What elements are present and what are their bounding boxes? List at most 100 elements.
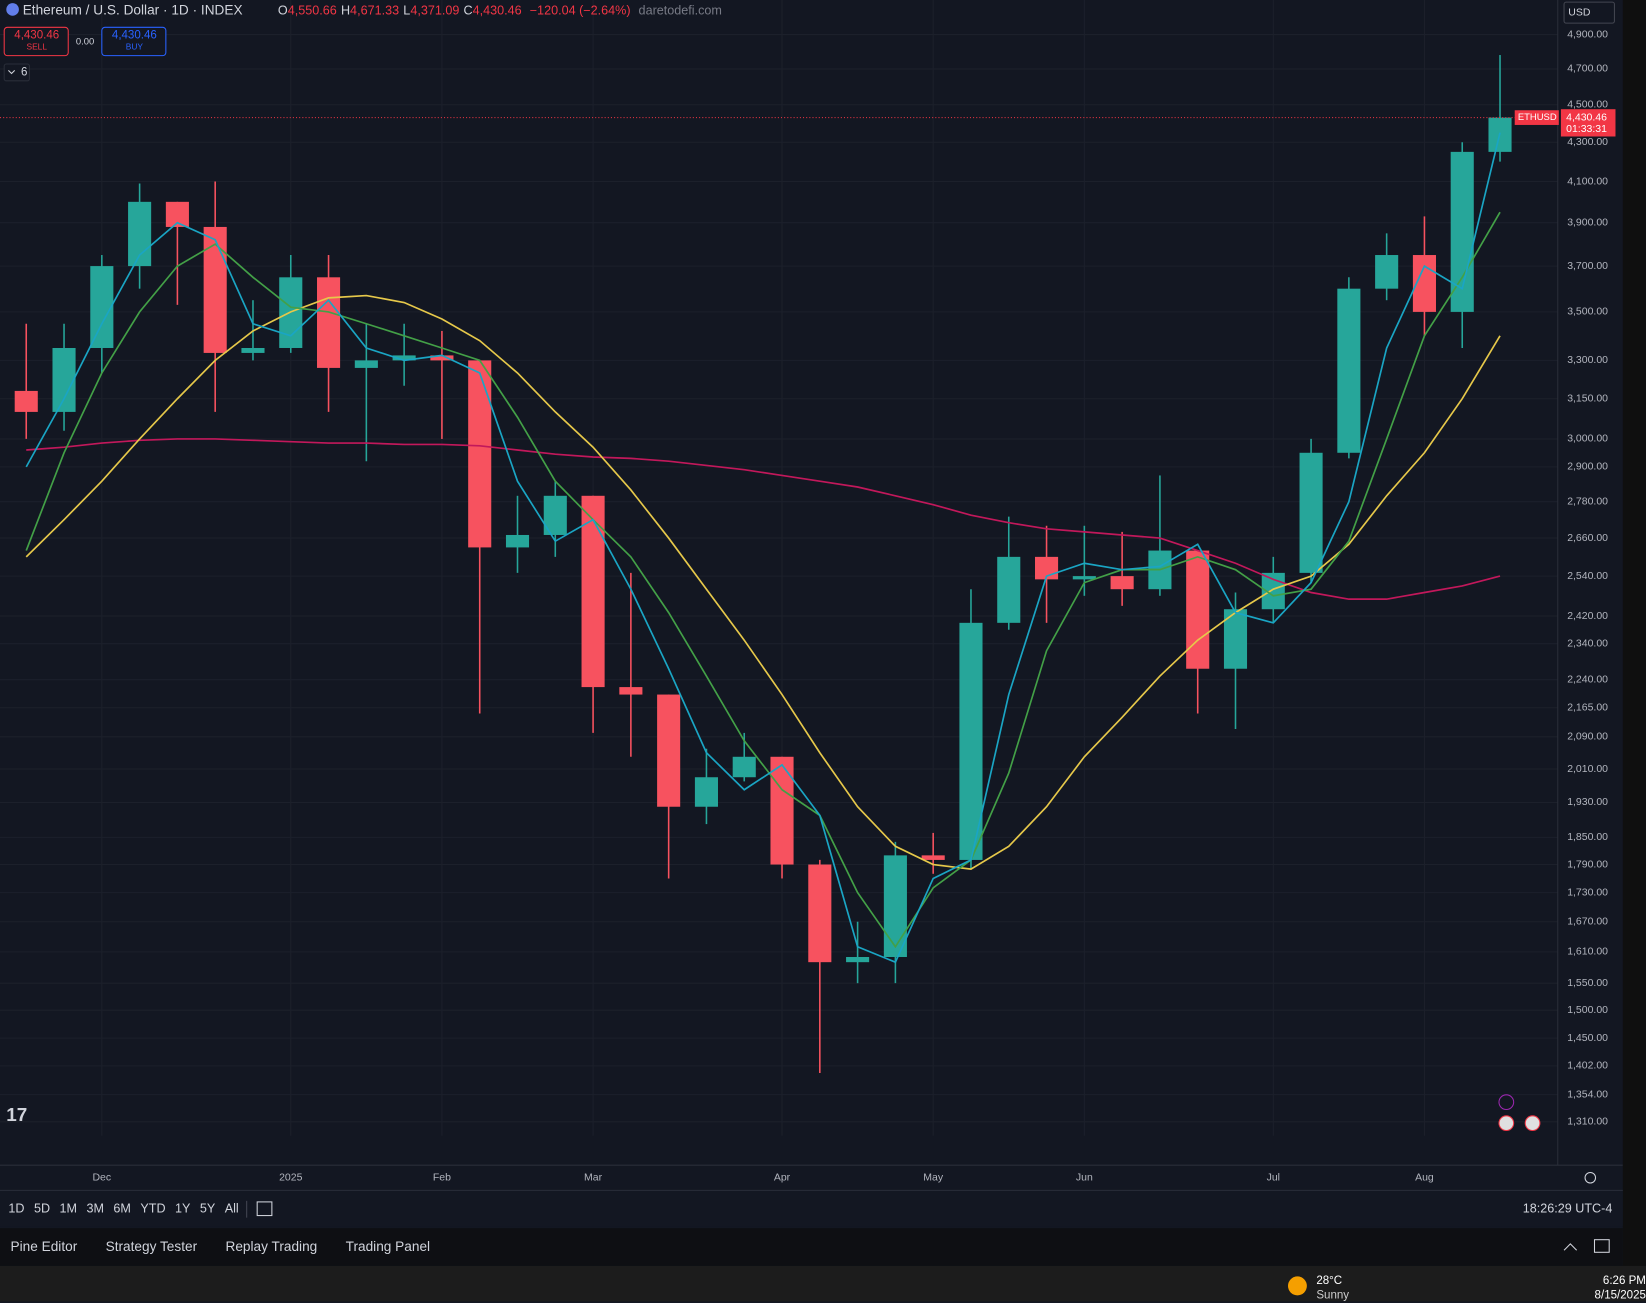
y-tick-label: 4,100.00 xyxy=(1567,176,1608,187)
symbol-tag-bg xyxy=(1514,110,1559,125)
tv-logo: 17 xyxy=(6,1105,27,1126)
indicator-toggle[interactable] xyxy=(3,63,30,82)
time: 6:26 PM xyxy=(1602,1274,1646,1287)
buy-button[interactable] xyxy=(101,26,167,57)
x-tick-label: Jun xyxy=(1076,1173,1093,1184)
settings-icon[interactable] xyxy=(1584,1171,1597,1184)
x-tick-label: Feb xyxy=(433,1173,451,1184)
moving-average xyxy=(25,211,1501,949)
range-button[interactable]: YTD xyxy=(140,1200,166,1216)
moving-average xyxy=(25,294,1501,871)
ohlc-value: 4,371.09 xyxy=(410,3,460,18)
range-button[interactable]: 6M xyxy=(113,1200,131,1216)
x-tick-label: 2025 xyxy=(279,1173,302,1184)
candle-body xyxy=(732,756,756,778)
candle-body xyxy=(90,266,114,348)
sell-button[interactable] xyxy=(3,26,69,57)
currency-button[interactable] xyxy=(1563,1,1615,24)
y-tick-label: 3,900.00 xyxy=(1567,217,1608,228)
x-tick-label: Dec xyxy=(92,1173,111,1184)
sell-label[interactable]: SELL xyxy=(26,41,47,51)
panel-tab[interactable]: Pine Editor xyxy=(10,1238,78,1255)
clock: 18:26:29 UTC-4 xyxy=(1522,1200,1613,1216)
symbol-title[interactable]: Ethereum / U.S. Dollar · 1D · INDEX xyxy=(22,2,243,18)
x-tick-label: Apr xyxy=(774,1173,791,1184)
candle-body xyxy=(921,855,945,860)
source: daretodefi.com xyxy=(638,3,722,18)
candle-body xyxy=(1186,550,1210,669)
y-tick-label: 1,550.00 xyxy=(1567,978,1608,989)
currency[interactable]: USD xyxy=(1568,7,1591,18)
ohlc-value: 4,550.66 xyxy=(287,3,337,18)
candle-body xyxy=(203,226,227,353)
range-bar xyxy=(0,1190,1623,1227)
candle-body xyxy=(657,694,681,807)
indicator-count[interactable]: 6 xyxy=(21,66,27,78)
y-tick-label: 1,610.00 xyxy=(1567,947,1608,958)
candle-body xyxy=(505,534,530,548)
y-tick-label: 2,240.00 xyxy=(1567,674,1608,685)
range-button[interactable]: 1M xyxy=(59,1200,78,1216)
panel-tab[interactable]: Replay Trading xyxy=(225,1238,318,1255)
candle-body xyxy=(165,201,189,227)
spread: 0.00 xyxy=(76,36,94,47)
buy-price[interactable]: 4,430.46 xyxy=(112,30,157,42)
candle-body xyxy=(1223,609,1248,669)
weather-icon xyxy=(1287,1276,1307,1296)
event-icon[interactable] xyxy=(1498,1094,1515,1111)
ohlc-value: 4,430.46 xyxy=(472,3,522,18)
y-tick-label: 1,450.00 xyxy=(1567,1033,1608,1044)
candle-body xyxy=(430,355,454,361)
range-button[interactable]: 5Y xyxy=(199,1200,216,1216)
range-button[interactable]: 5D xyxy=(33,1200,51,1216)
panel-tab[interactable]: Strategy Tester xyxy=(105,1238,198,1255)
candle-body xyxy=(1450,151,1474,312)
candle-body xyxy=(1299,452,1323,573)
y-tick-label: 4,300.00 xyxy=(1567,137,1608,148)
right-toolbar[interactable] xyxy=(1622,0,1646,1266)
panel-tab[interactable]: Trading Panel xyxy=(345,1238,431,1255)
moving-average xyxy=(26,438,1501,600)
sell-price[interactable]: 4,430.46 xyxy=(14,30,59,42)
range-buttons: 1D 5D 1M 3M 6M YTD 1Y 5Y All xyxy=(8,1201,238,1216)
y-tick-label: 1,670.00 xyxy=(1567,916,1608,927)
ohlc-key: O xyxy=(277,3,288,18)
event-icon[interactable] xyxy=(1524,1115,1541,1132)
range-button[interactable]: All xyxy=(224,1200,239,1216)
y-tick-label: 3,300.00 xyxy=(1567,355,1608,366)
y-tick-label: 3,150.00 xyxy=(1567,393,1608,404)
maximize-icon[interactable] xyxy=(1593,1239,1610,1253)
y-tick-label: 2,010.00 xyxy=(1567,764,1608,775)
y-tick-label: 2,165.00 xyxy=(1567,703,1608,714)
y-tick-label: 4,900.00 xyxy=(1567,29,1608,40)
price-tag: 4,430.46 xyxy=(1566,112,1607,123)
candle-body xyxy=(354,360,378,368)
candle-body xyxy=(1110,576,1134,590)
range-button[interactable]: 3M xyxy=(86,1200,104,1216)
ohlc-value: 4,671.33 xyxy=(350,3,400,18)
countdown: 01:33:31 xyxy=(1566,124,1607,135)
buy-label[interactable]: BUY xyxy=(126,41,144,51)
y-tick-label: 3,500.00 xyxy=(1567,307,1608,318)
collapse-icon[interactable] xyxy=(1563,1243,1578,1251)
y-tick-label: 1,850.00 xyxy=(1567,832,1608,843)
calendar-icon[interactable] xyxy=(256,1201,273,1217)
candle-body xyxy=(619,687,643,695)
x-tick-label: Jul xyxy=(1267,1173,1280,1184)
symbol-tag: ETHUSD xyxy=(1518,112,1557,123)
range-button[interactable]: 1Y xyxy=(174,1200,191,1216)
event-icon[interactable] xyxy=(1498,1115,1515,1132)
candle-body xyxy=(959,622,983,860)
ohlc-key: H xyxy=(340,3,351,18)
ohlc-key: L xyxy=(403,3,411,18)
date: 8/15/2025 xyxy=(1594,1289,1646,1302)
candle-body xyxy=(581,495,605,688)
y-tick-label: 2,900.00 xyxy=(1567,462,1608,473)
range-button[interactable]: 1D xyxy=(8,1200,25,1216)
eth-icon xyxy=(6,3,19,16)
candle-body xyxy=(808,864,832,963)
y-tick-label: 2,340.00 xyxy=(1567,638,1608,649)
candle-body xyxy=(846,957,870,963)
candle-body xyxy=(14,390,38,412)
plot xyxy=(0,55,1558,1073)
